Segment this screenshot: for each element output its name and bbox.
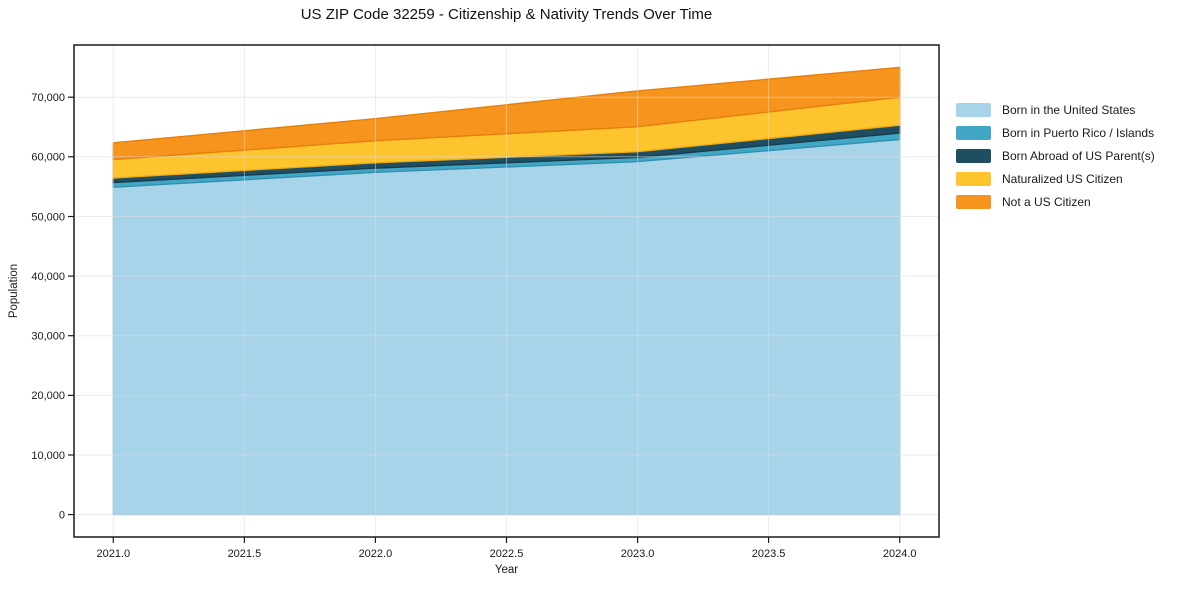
legend-item-1: Born in the United States: [956, 103, 1155, 117]
x-tick-label: 2022.5: [490, 548, 524, 560]
chart-title: US ZIP Code 32259 - Citizenship & Nativi…: [300, 6, 713, 23]
x-tick-label: 2023.0: [621, 548, 655, 560]
y-tick-label: 10,000: [31, 450, 65, 462]
x-tick-label: 2024.0: [883, 548, 917, 560]
legend: Born in the United States Born in Puerto …: [956, 103, 1155, 209]
legend-label: Naturalized US Citizen: [1002, 172, 1123, 186]
legend-item-5: Not a US Citizen: [956, 195, 1155, 209]
legend-item-2: Born in Puerto Rico / Islands: [956, 126, 1155, 140]
legend-swatch-icon: [956, 126, 991, 140]
x-tick-label: 2023.5: [752, 548, 786, 560]
y-tick-label: 40,000: [31, 271, 65, 283]
legend-item-4: Naturalized US Citizen: [956, 172, 1155, 186]
x-tick-label: 2021.5: [228, 548, 262, 560]
legend-label: Born Abroad of US Parent(s): [1002, 149, 1155, 163]
y-tick-label: 70,000: [31, 92, 65, 104]
legend-swatch-icon: [956, 149, 991, 163]
y-axis-label: Population: [8, 263, 20, 319]
y-tick-label: 60,000: [31, 152, 65, 164]
x-axis-label: Year: [494, 564, 519, 576]
legend-swatch-icon: [956, 195, 991, 209]
legend-label: Born in Puerto Rico / Islands: [1002, 126, 1155, 140]
legend-item-3: Born Abroad of US Parent(s): [956, 149, 1155, 163]
y-tick-label: 0: [59, 509, 65, 521]
legend-swatch-icon: [956, 103, 991, 117]
legend-label: Born in the United States: [1002, 103, 1136, 117]
plot-frame: [73, 44, 940, 538]
x-tick-label: 2022.0: [359, 548, 393, 560]
legend-label: Not a US Citizen: [1002, 195, 1091, 209]
y-tick-label: 50,000: [31, 211, 65, 223]
y-tick-label: 20,000: [31, 390, 65, 402]
legend-swatch-icon: [956, 172, 991, 186]
y-tick-label: 30,000: [31, 331, 65, 343]
x-tick-label: 2021.0: [96, 548, 130, 560]
